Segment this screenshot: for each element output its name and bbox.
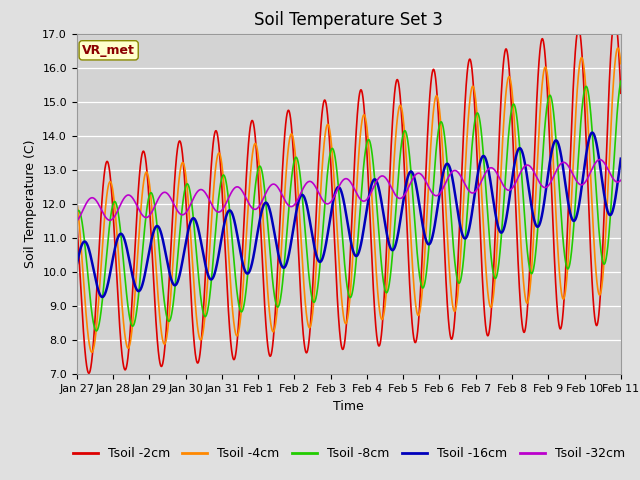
Text: VR_met: VR_met [82, 44, 135, 57]
Tsoil -32cm [565, 165, 573, 170]
Tsoil -16cm [588, 130, 596, 135]
X-axis label: Time: Time [333, 400, 364, 413]
Tsoil -4cm [225, 256, 233, 262]
Tsoil -2cm [85, 371, 93, 376]
Tsoil -4cm [189, 276, 197, 282]
Tsoil -4cm [614, 45, 621, 51]
Tsoil -32cm [617, 178, 625, 183]
Tsoil -8cm [189, 217, 197, 223]
Tsoil -32cm [596, 156, 604, 162]
Tsoil -16cm [617, 157, 625, 163]
Tsoil -32cm [412, 172, 419, 178]
Tsoil -32cm [189, 196, 197, 202]
Tsoil -16cm [402, 182, 410, 188]
Title: Soil Temperature Set 3: Soil Temperature Set 3 [254, 11, 444, 29]
Tsoil -2cm [565, 181, 573, 187]
Tsoil -8cm [412, 228, 419, 233]
Tsoil -4cm [412, 300, 419, 305]
Tsoil -16cm [412, 179, 419, 185]
Tsoil -4cm [617, 59, 625, 65]
Tsoil -4cm [88, 349, 96, 355]
Tsoil -16cm [225, 208, 233, 214]
Y-axis label: Soil Temperature (C): Soil Temperature (C) [24, 140, 36, 268]
Tsoil -2cm [617, 87, 625, 93]
Line: Tsoil -8cm: Tsoil -8cm [77, 81, 621, 331]
Tsoil -32cm [225, 195, 232, 201]
Tsoil -4cm [73, 198, 81, 204]
Tsoil -2cm [617, 90, 625, 96]
Tsoil -16cm [565, 205, 573, 211]
Tsoil -2cm [412, 340, 419, 346]
Tsoil -32cm [617, 178, 625, 183]
Tsoil -8cm [402, 129, 410, 135]
Tsoil -2cm [189, 332, 197, 337]
Tsoil -16cm [189, 216, 197, 221]
Line: Tsoil -2cm: Tsoil -2cm [77, 18, 621, 373]
Line: Tsoil -16cm: Tsoil -16cm [77, 132, 621, 297]
Tsoil -16cm [73, 262, 81, 267]
Tsoil -2cm [225, 315, 233, 321]
Tsoil -4cm [402, 148, 410, 154]
Tsoil -8cm [92, 328, 100, 334]
Tsoil -4cm [565, 239, 573, 245]
Tsoil -2cm [73, 218, 81, 224]
Tsoil -2cm [402, 199, 410, 205]
Tsoil -8cm [225, 200, 233, 206]
Line: Tsoil -32cm: Tsoil -32cm [77, 159, 621, 221]
Tsoil -8cm [565, 264, 573, 269]
Legend: Tsoil -2cm, Tsoil -4cm, Tsoil -8cm, Tsoil -16cm, Tsoil -32cm: Tsoil -2cm, Tsoil -4cm, Tsoil -8cm, Tsoi… [68, 442, 630, 465]
Tsoil -8cm [73, 210, 81, 216]
Tsoil -32cm [73, 218, 81, 224]
Tsoil -16cm [99, 294, 106, 300]
Tsoil -8cm [617, 78, 625, 84]
Tsoil -4cm [617, 61, 625, 67]
Tsoil -16cm [617, 156, 625, 162]
Tsoil -2cm [611, 15, 619, 21]
Line: Tsoil -4cm: Tsoil -4cm [77, 48, 621, 352]
Tsoil -32cm [402, 190, 410, 196]
Tsoil -8cm [617, 80, 625, 85]
